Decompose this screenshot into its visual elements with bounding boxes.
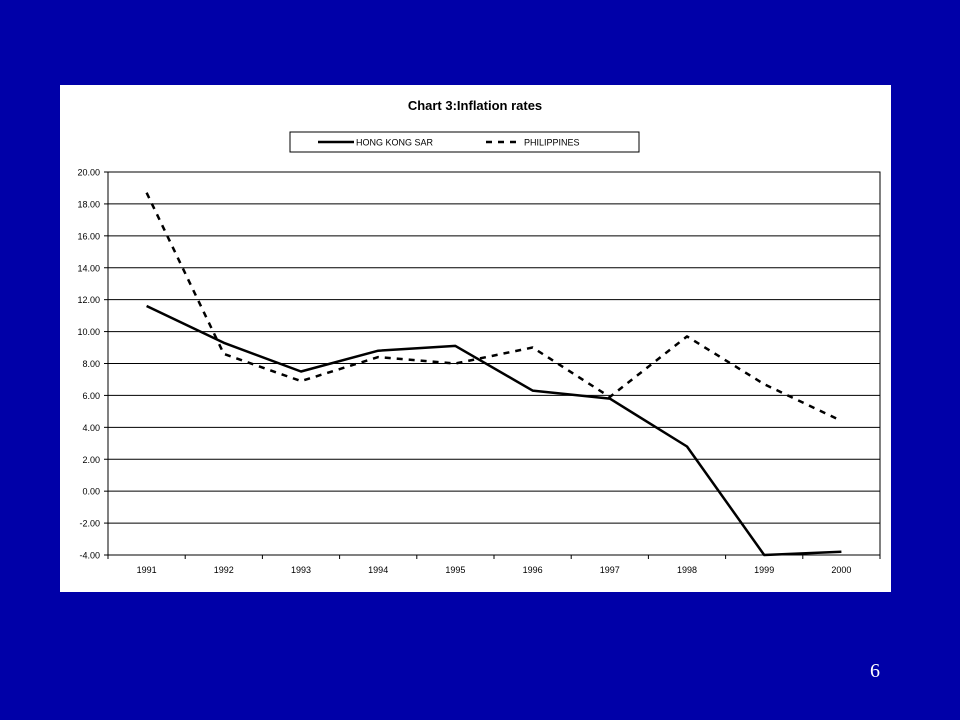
- y-tick-label: 2.00: [82, 455, 100, 465]
- y-tick-label: 10.00: [77, 327, 100, 337]
- legend-label: HONG KONG SAR: [356, 138, 434, 148]
- series-line: [145, 192, 842, 423]
- x-tick-label: 1995: [445, 565, 465, 575]
- y-tick-label: -4.00: [79, 551, 100, 561]
- x-tick-label: 1992: [214, 565, 234, 575]
- x-tick-label: 1999: [754, 565, 774, 575]
- y-tick-label: 4.00: [82, 423, 100, 433]
- series-layer: [145, 192, 842, 557]
- legend-label: PHILIPPINES: [524, 138, 580, 148]
- y-tick-label: -2.00: [79, 519, 100, 529]
- x-tick-label: 1993: [291, 565, 311, 575]
- y-axis: -4.00 -2.00 0.00 2.00 4.00 6.00 8.00 10.00 12.00…: [77, 168, 108, 561]
- gridlines: [108, 203, 880, 524]
- y-tick-label: 18.00: [77, 199, 100, 209]
- y-tick-label: 20.00: [77, 168, 100, 178]
- y-tick-label: 14.00: [77, 263, 100, 273]
- x-tick-label: 2000: [831, 565, 851, 575]
- x-tick-label: 1998: [677, 565, 697, 575]
- x-tick-label: 1997: [600, 565, 620, 575]
- y-tick-label: 8.00: [82, 359, 100, 369]
- y-tick-label: 6.00: [82, 391, 100, 401]
- chart-title: Chart 3:Inflation rates: [408, 98, 542, 113]
- y-tick-label: 0.00: [82, 487, 100, 497]
- x-axis: 1991 1992 1993 1994 1995 1996 1997 1998 1999 2000: [107, 555, 881, 575]
- legend: HONG KONG SAR PHILIPPINES: [289, 131, 640, 153]
- y-tick-label: 16.00: [77, 231, 100, 241]
- x-tick-label: 1994: [368, 565, 388, 575]
- y-tick-label: 12.00: [77, 295, 100, 305]
- x-tick-label: 1996: [523, 565, 543, 575]
- slide-number: 6: [870, 660, 880, 682]
- legend-box: [289, 131, 640, 153]
- series-line: [146, 304, 842, 557]
- x-tick-label: 1991: [137, 565, 157, 575]
